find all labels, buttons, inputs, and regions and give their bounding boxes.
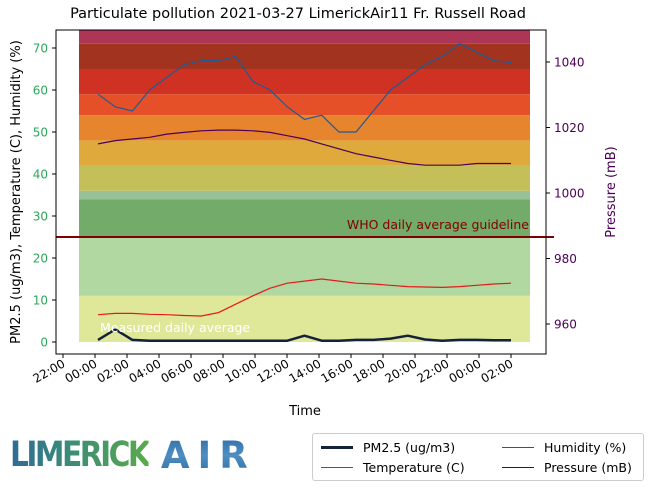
- svg-text:40: 40: [33, 168, 48, 182]
- x-axis-ticks: 22:0000:0002:0004:0006:0008:0010:0012:00…: [31, 354, 516, 386]
- measured-average-label: Measured daily average: [100, 320, 250, 335]
- series-line: [97, 43, 512, 133]
- svg-text:60: 60: [33, 84, 48, 98]
- svg-text:0: 0: [40, 336, 48, 350]
- chart-canvas: WHO daily average guideline Measured dai…: [9, 29, 619, 419]
- logo-word-limerick: LIMERICK: [10, 435, 151, 475]
- y-axis-left-label: PM2.5 (ug/m3), Temperature (C), Humidity…: [9, 40, 24, 344]
- plot-frame: [55, 29, 547, 355]
- legend-item-pressure: Pressure (mB): [502, 458, 632, 476]
- svg-text:06:00: 06:00: [159, 356, 196, 385]
- svg-text:50: 50: [33, 126, 48, 140]
- aqi-band: [79, 237, 530, 296]
- svg-text:18:00: 18:00: [351, 356, 388, 385]
- svg-text:1040: 1040: [554, 56, 585, 70]
- svg-text:04:00: 04:00: [127, 356, 164, 385]
- svg-text:00:00: 00:00: [63, 356, 100, 385]
- aqi-bands: [79, 30, 530, 342]
- legend-item-temperature: Temperature (C): [321, 458, 465, 476]
- svg-text:22:00: 22:00: [415, 356, 452, 385]
- svg-text:960: 960: [554, 318, 577, 332]
- svg-text:980: 980: [554, 252, 577, 266]
- svg-text:02:00: 02:00: [479, 356, 516, 385]
- aqi-band: [79, 94, 530, 116]
- svg-text:10: 10: [33, 294, 48, 308]
- aqi-band: [79, 43, 530, 69]
- aqi-band: [79, 30, 530, 44]
- svg-text:20: 20: [33, 252, 48, 266]
- series-lines: [97, 43, 512, 342]
- aqi-band: [79, 190, 530, 200]
- chart-title: Particulate pollution 2021-03-27 Limeric…: [70, 6, 526, 22]
- series-line: [97, 129, 511, 166]
- svg-text:08:00: 08:00: [191, 356, 228, 385]
- svg-text:22:00: 22:00: [31, 356, 68, 385]
- aqi-band: [79, 199, 530, 237]
- svg-text:02:00: 02:00: [95, 356, 132, 385]
- who-guideline-label: WHO daily average guideline: [347, 217, 529, 232]
- legend-swatch-pm25: [321, 445, 353, 449]
- legend-label-pressure: Pressure (mB): [544, 459, 632, 475]
- limerick-air-logo: LIMERICK AIR: [10, 433, 256, 477]
- legend-item-humidity: Humidity (%): [502, 438, 626, 456]
- aqi-band: [79, 165, 530, 191]
- y-axis-right-ticks: 960 980 1000 1020 1040: [546, 56, 585, 332]
- y-axis-right-label: Pressure (mB): [604, 146, 619, 237]
- legend-swatch-temperature: [321, 466, 353, 468]
- legend-label-pm25: PM2.5 (ug/m3): [363, 439, 456, 455]
- logo-word-air: AIR: [160, 433, 256, 477]
- legend-label-humidity: Humidity (%): [544, 439, 627, 455]
- svg-text:30: 30: [33, 210, 48, 224]
- series-line: [97, 328, 511, 342]
- legend-label-temperature: Temperature (C): [363, 459, 465, 475]
- svg-text:1000: 1000: [554, 187, 585, 201]
- svg-text:10:00: 10:00: [223, 356, 260, 385]
- legend-item-pm25: PM2.5 (ug/m3): [321, 438, 455, 456]
- chart-legend: PM2.5 (ug/m3) Humidity (%) Temperature (…: [312, 433, 644, 481]
- svg-text:12:00: 12:00: [255, 356, 292, 385]
- aqi-band: [79, 295, 530, 342]
- legend-swatch-pressure: [502, 466, 534, 468]
- x-axis-label: Time: [288, 404, 321, 419]
- aqi-band: [79, 140, 530, 166]
- series-line: [97, 278, 512, 317]
- svg-text:1020: 1020: [554, 121, 585, 135]
- svg-text:00:00: 00:00: [447, 356, 484, 385]
- y-axis-left-ticks: 0 10 20 30 40 50 60 70: [33, 42, 56, 350]
- svg-text:14:00: 14:00: [287, 356, 324, 385]
- legend-swatch-humidity: [502, 446, 534, 448]
- aqi-band: [79, 69, 530, 95]
- svg-text:20:00: 20:00: [383, 356, 420, 385]
- svg-text:16:00: 16:00: [319, 356, 356, 385]
- svg-text:70: 70: [33, 42, 48, 56]
